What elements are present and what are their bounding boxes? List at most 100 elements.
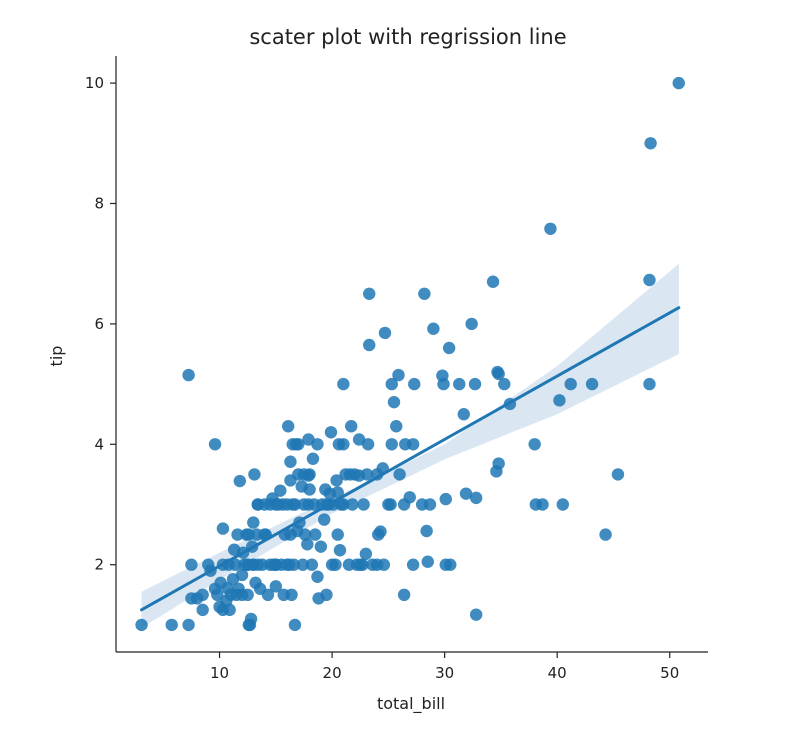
data-point — [223, 603, 236, 617]
x-tick-label: 50 — [660, 664, 679, 682]
data-point — [261, 588, 275, 602]
data-point — [330, 474, 343, 487]
data-point — [437, 377, 450, 391]
data-point — [644, 137, 657, 150]
data-point — [408, 377, 421, 391]
y-tick-label: 4 — [94, 435, 104, 453]
data-point — [374, 525, 387, 538]
data-point — [459, 487, 473, 500]
data-point — [320, 588, 333, 602]
data-point — [269, 580, 283, 593]
data-point — [196, 588, 209, 602]
y-axis-label: tip — [47, 346, 66, 367]
axes-layer: 10 20 30 40 50 2 4 6 8 10 — [85, 56, 708, 682]
data-point — [352, 433, 366, 446]
data-point — [492, 457, 505, 470]
data-point — [288, 498, 302, 511]
data-point — [528, 438, 541, 451]
data-point — [248, 468, 261, 481]
data-point — [360, 468, 374, 481]
data-point — [420, 524, 433, 538]
x-tick-label: 10 — [210, 664, 229, 682]
data-point — [251, 498, 265, 511]
data-point — [536, 498, 549, 511]
points-layer — [135, 76, 685, 632]
data-point — [643, 273, 656, 287]
data-point — [165, 618, 178, 632]
data-point — [439, 492, 452, 506]
data-point — [284, 455, 297, 468]
data-point — [393, 468, 406, 481]
data-point — [556, 498, 570, 511]
data-point — [303, 483, 316, 496]
data-point — [356, 558, 369, 571]
data-point — [442, 341, 456, 355]
data-point — [301, 538, 314, 551]
data-point — [309, 528, 322, 541]
data-point — [385, 377, 398, 391]
data-point — [427, 322, 440, 335]
data-point — [553, 394, 566, 407]
data-point — [241, 588, 254, 602]
data-point — [492, 367, 505, 381]
y-tick-label: 6 — [94, 315, 104, 333]
data-point — [384, 498, 397, 511]
data-point — [216, 522, 230, 535]
regression-line-layer — [140, 306, 681, 612]
data-point — [486, 275, 500, 288]
data-point — [185, 558, 198, 571]
data-point — [672, 76, 685, 90]
data-point — [135, 618, 148, 632]
y-tick-label: 2 — [94, 556, 104, 574]
data-point — [406, 438, 420, 451]
data-point — [469, 608, 483, 621]
data-point — [377, 558, 391, 571]
data-point — [363, 338, 376, 352]
data-point — [378, 326, 392, 340]
data-point — [229, 558, 242, 571]
data-point — [599, 528, 612, 541]
data-point — [287, 558, 301, 571]
data-point — [211, 588, 224, 602]
data-point — [311, 570, 324, 583]
data-point — [331, 486, 344, 499]
data-point — [281, 420, 295, 433]
data-point — [643, 377, 656, 391]
data-point — [403, 491, 416, 504]
data-point — [231, 528, 244, 541]
data-point — [363, 287, 376, 300]
data-point — [346, 498, 359, 511]
data-point — [333, 544, 347, 557]
data-point — [235, 568, 249, 582]
data-point — [285, 588, 298, 602]
x-tick-label: 20 — [323, 664, 342, 682]
data-point — [457, 408, 470, 421]
data-point — [292, 438, 305, 451]
data-point — [329, 558, 342, 571]
data-point — [331, 528, 344, 541]
data-point — [468, 377, 482, 391]
data-point — [182, 618, 195, 632]
data-point — [269, 558, 283, 571]
data-point — [302, 469, 315, 482]
data-point — [390, 420, 403, 433]
data-point — [311, 438, 324, 451]
data-point — [444, 558, 457, 571]
data-point — [298, 528, 312, 541]
data-point — [337, 438, 350, 451]
data-point — [423, 498, 437, 511]
confidence-band — [141, 263, 679, 628]
regression-line — [140, 306, 681, 612]
data-point — [318, 513, 331, 526]
data-point — [359, 547, 373, 561]
data-point — [406, 558, 420, 571]
x-tick-label: 30 — [435, 664, 454, 682]
data-point — [247, 516, 260, 529]
data-point — [233, 474, 247, 488]
data-point — [196, 603, 209, 617]
data-point — [544, 222, 557, 235]
data-point — [421, 555, 434, 568]
data-point — [465, 317, 478, 331]
data-point — [337, 498, 350, 511]
y-tick-label: 10 — [85, 74, 104, 92]
